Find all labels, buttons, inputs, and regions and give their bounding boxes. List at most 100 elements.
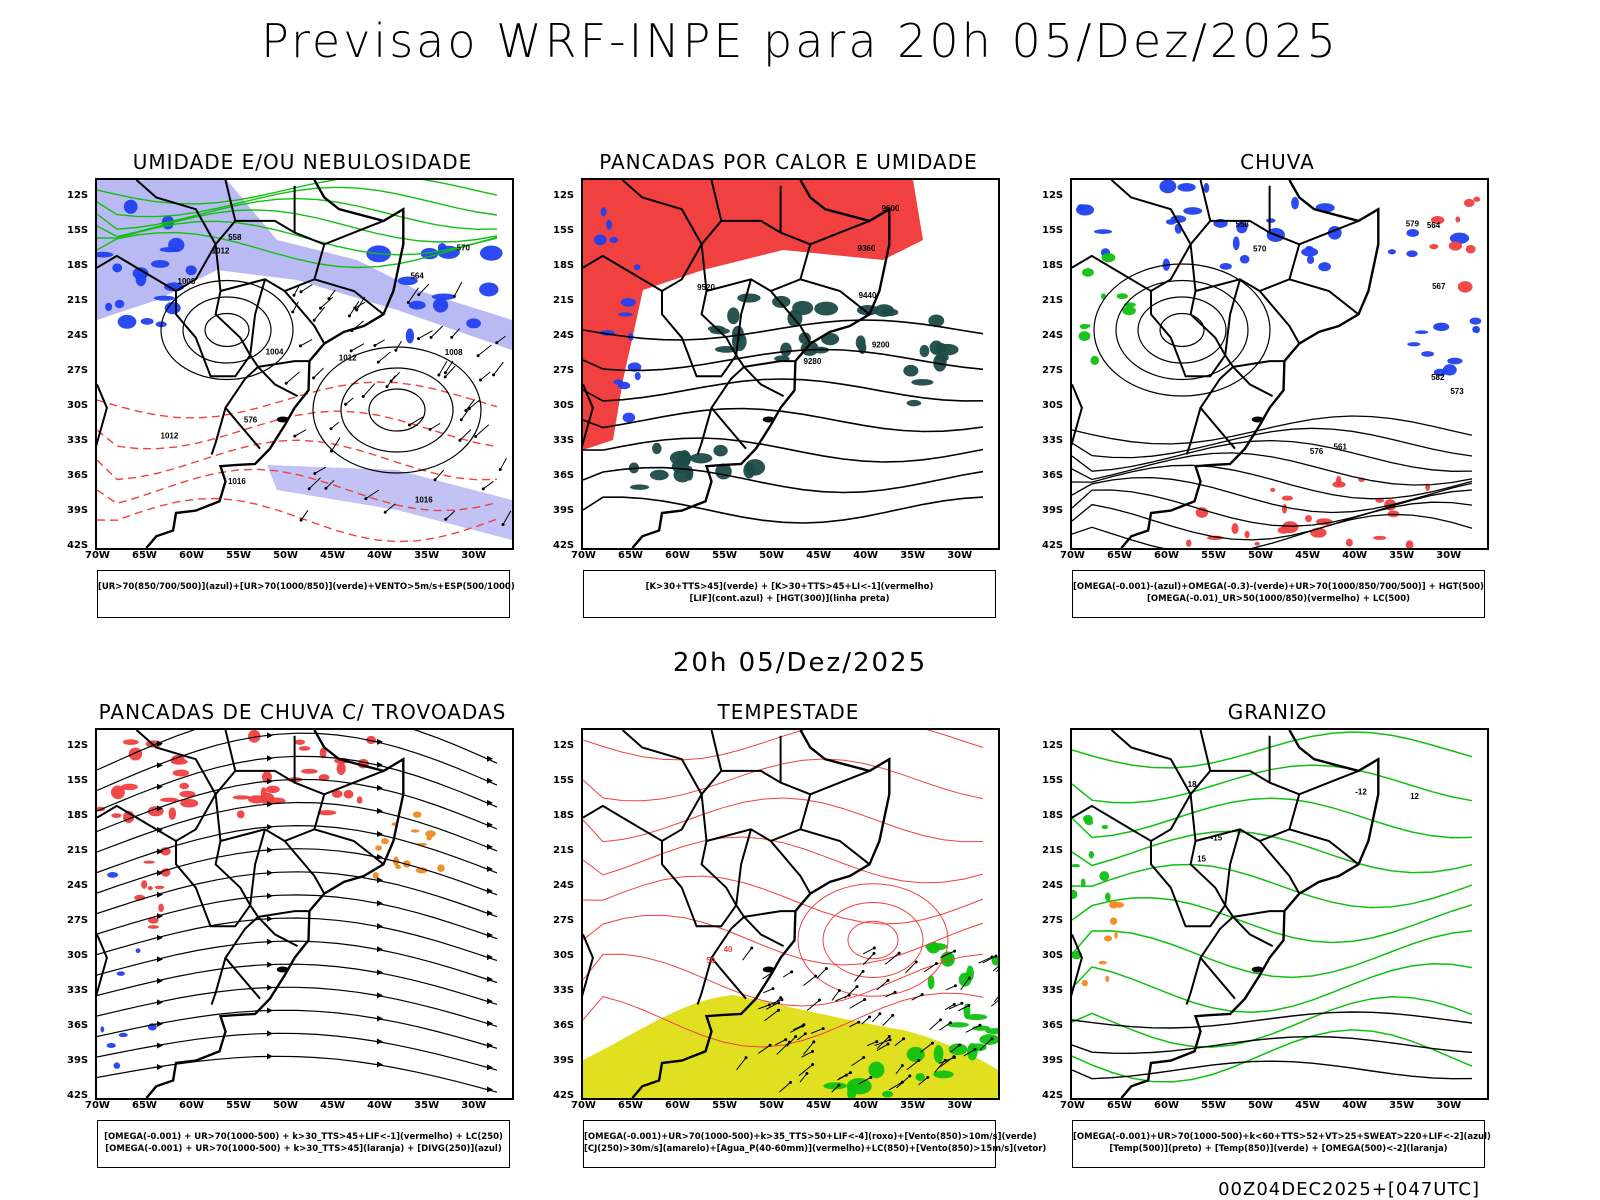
pressure-contours	[160, 279, 294, 381]
map-svg: 582 579 576 573 570 567 564 561 558	[1072, 180, 1482, 548]
country-border	[1150, 244, 1227, 378]
latitude-label: 39S	[1042, 1055, 1064, 1066]
latitude-label: 15S	[67, 225, 89, 236]
contour-label: -12	[1355, 787, 1367, 796]
longitude-label: 55W	[226, 1100, 252, 1111]
country-border	[314, 828, 385, 866]
map-panel-trovoadas	[95, 728, 514, 1100]
longitude-label: 60W	[665, 1100, 690, 1111]
contour-labels: 9600 9520 9440 9360 9280 9200	[697, 204, 900, 366]
legend-granizo: [OMEGA(-0.001)+UR>70(1000-500)+k<60+TTS>…	[1072, 1120, 1491, 1168]
latitude-label: 42S	[553, 540, 575, 551]
contour-label: 567	[1432, 282, 1446, 291]
longitude-label: 65W	[618, 1100, 643, 1111]
latitude-label: 30S	[1042, 400, 1064, 411]
map-svg: 40 50	[583, 730, 998, 1098]
contour-label: 9200	[872, 341, 890, 350]
humidity-area	[97, 180, 512, 350]
country-border	[1150, 794, 1227, 928]
contour-label: 573	[1450, 387, 1464, 396]
contour-labels: 1012 1008 1004 1016 1012 1008 1012 1016 576 570 56…	[161, 233, 471, 505]
country-border	[809, 219, 870, 246]
divergence-area	[100, 872, 157, 1069]
longitude-label: 30W	[1436, 550, 1462, 561]
longitude-label: 65W	[618, 550, 643, 561]
run-info: 00Z04DEC2025+[047UTC]	[1218, 1179, 1480, 1200]
latitude-label: 18S	[553, 260, 575, 271]
low-level-humidity-contours	[97, 180, 498, 269]
longitude-label: 30W	[461, 1100, 487, 1111]
latitude-label: 39S	[67, 505, 89, 516]
latitude-label: 27S	[1042, 915, 1064, 926]
country-border	[710, 904, 747, 1000]
contour-label: 564	[410, 272, 424, 281]
contour-label: 561	[1334, 443, 1348, 452]
country-border	[97, 730, 217, 843]
height-contours	[1072, 415, 1473, 548]
country-border	[1185, 957, 1202, 1005]
country-border	[214, 219, 326, 293]
longitude-label: 35W	[414, 1100, 440, 1111]
panel-title-chuva: CHUVA	[1240, 150, 1315, 174]
contour-label: 1008	[445, 348, 463, 357]
longitude-label: 40W	[853, 1100, 879, 1111]
map-panel-chuva: 582 579 576 573 570 567 564 561 558	[1070, 178, 1489, 550]
humidity-blue-area	[97, 199, 197, 329]
longitude-label: 60W	[179, 1100, 204, 1111]
lagoon	[762, 966, 775, 973]
country-border	[1224, 829, 1241, 906]
latitude-label: 12S	[553, 740, 575, 751]
longitude-label: 50W	[273, 550, 299, 561]
omega-green-area	[1078, 252, 1136, 365]
latitude-label: 24S	[553, 880, 575, 891]
latitude-label: 21S	[1042, 295, 1064, 306]
contour-label: 1012	[212, 246, 230, 255]
lagoon	[276, 416, 289, 423]
latitude-label: 18S	[553, 810, 575, 821]
contour-label: 40	[724, 945, 733, 954]
wind-vectors	[284, 281, 512, 527]
longitude-label: 50W	[759, 550, 785, 561]
longitude-label: 30W	[947, 550, 973, 561]
longitude-label: 45W	[806, 550, 832, 561]
latitude-label: 33S	[67, 985, 89, 996]
longitude-label: 65W	[132, 1100, 157, 1111]
streamlines	[97, 730, 498, 1093]
legend-line: [OMEGA(-0.001) + UR>70(1000-500) + k>30_…	[105, 1144, 502, 1154]
map-panel-granizo: -15 -12 15 18 12	[1070, 728, 1489, 1100]
country-border	[700, 769, 812, 843]
jet-stream-area	[583, 995, 998, 1098]
latitude-label: 36S	[553, 1020, 575, 1031]
coastline	[145, 730, 405, 1098]
country-border	[1224, 279, 1241, 356]
contour-labels: 40 50	[706, 945, 733, 965]
longitude-label: 30W	[1436, 1100, 1462, 1111]
map-svg	[97, 730, 498, 1098]
longitude-label: 65W	[1107, 550, 1132, 561]
contour-label: 1004	[266, 347, 284, 356]
country-border	[1199, 904, 1236, 1000]
contour-label: -15	[1211, 834, 1223, 843]
contour-label: 558	[1236, 220, 1250, 229]
longitude-label: 30W	[461, 550, 487, 561]
latitude-label: 39S	[553, 505, 575, 516]
country-border	[175, 244, 252, 378]
longitude-label: 50W	[1248, 1100, 1274, 1111]
longitude-label: 50W	[759, 1100, 785, 1111]
country-border	[97, 934, 108, 997]
country-border	[661, 794, 738, 928]
latitude-label: 42S	[67, 540, 89, 551]
country-border	[283, 290, 326, 345]
country-border	[283, 840, 326, 895]
longitude-label: 55W	[226, 550, 252, 561]
country-border	[224, 180, 237, 222]
country-border	[1289, 278, 1360, 316]
country-border	[224, 904, 261, 1000]
country-border	[1232, 366, 1274, 397]
country-border	[97, 384, 108, 447]
contour-labels: -15 -12 15 18 12	[1188, 780, 1420, 863]
country-border	[809, 769, 870, 796]
legend-line: [Temp(500)](preto) + [Temp(850)](verde) …	[1109, 1144, 1448, 1154]
latitude-label: 12S	[553, 190, 575, 201]
contour-label: 9600	[882, 204, 900, 213]
